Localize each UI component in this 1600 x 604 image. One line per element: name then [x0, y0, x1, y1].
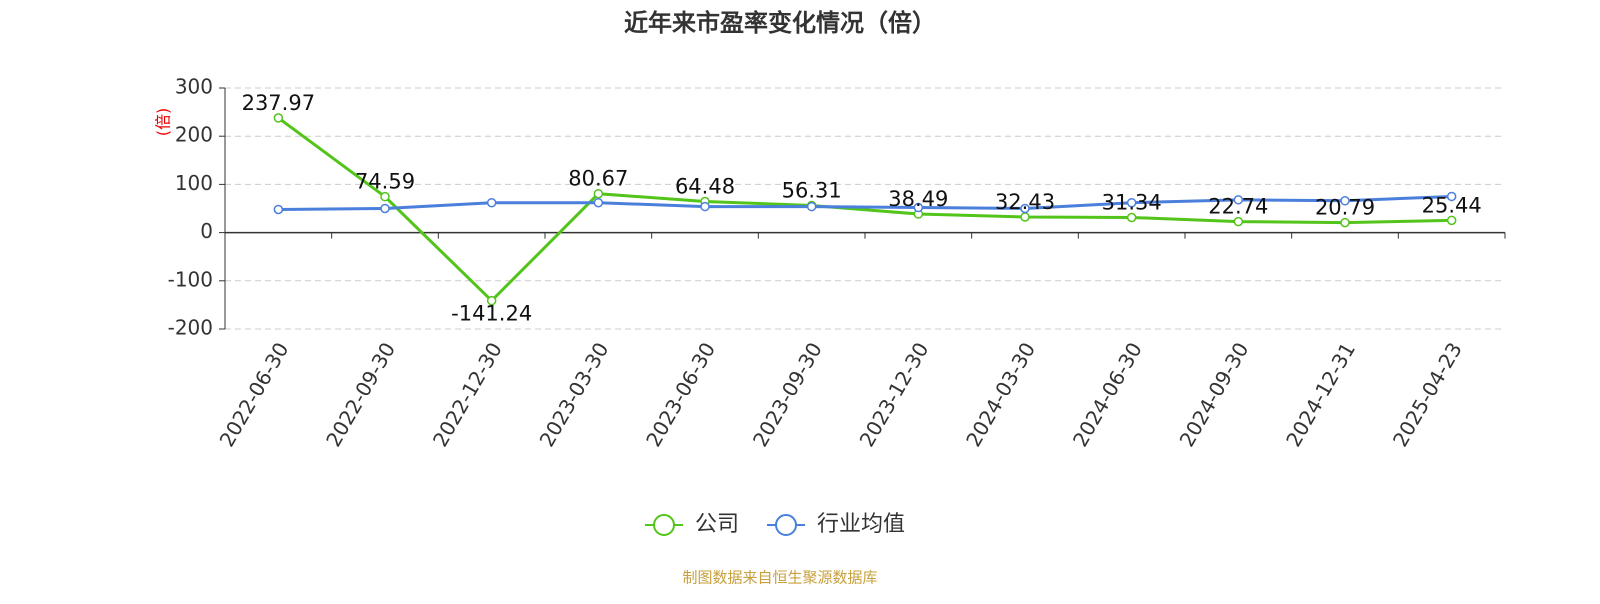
- x-tick-label: 2024-06-30: [1068, 338, 1147, 451]
- data-label: 80.67: [568, 167, 628, 191]
- data-point: [806, 201, 817, 212]
- x-tick-label: 2024-09-30: [1175, 338, 1254, 451]
- chart-title: 近年来市盈率变化情况（倍）: [624, 9, 936, 37]
- data-label: -141.24: [451, 302, 532, 326]
- data-label: 74.59: [355, 170, 415, 194]
- data-point: [1233, 216, 1244, 227]
- legend-marker: [775, 514, 798, 536]
- x-tick-label: 2023-09-30: [748, 338, 827, 451]
- y-tick-label: 300: [175, 75, 213, 99]
- data-point: [1446, 191, 1457, 202]
- x-tick-label: 2023-06-30: [641, 338, 720, 451]
- y-tick-label: -200: [168, 316, 213, 340]
- data-point: [1446, 215, 1457, 226]
- y-axis-label: (倍): [154, 108, 173, 137]
- legend-label[interactable]: 公司: [695, 512, 739, 537]
- x-tick-label: 2024-03-30: [961, 338, 1040, 451]
- data-point: [1020, 203, 1030, 214]
- data-point: [486, 197, 497, 208]
- data-point: [593, 197, 604, 208]
- data-label: 56.31: [782, 178, 842, 202]
- x-tick-label: 2022-09-30: [321, 338, 400, 451]
- data-point: [700, 201, 710, 212]
- source-note: 制图数据来自恒生聚源数据库: [682, 569, 877, 587]
- data-point: [1233, 195, 1244, 205]
- data-point: [1340, 217, 1350, 228]
- data-point: [380, 203, 390, 214]
- series-line: [277, 116, 1452, 303]
- data-label: 64.48: [675, 175, 735, 199]
- data-point: [1020, 212, 1030, 222]
- data-point: [913, 202, 924, 213]
- data-point: [486, 295, 497, 306]
- data-point: [273, 204, 284, 215]
- data-label: 31.34: [1102, 190, 1162, 214]
- y-tick-label: 200: [175, 123, 213, 147]
- y-tick-label: 100: [175, 171, 213, 195]
- x-tick-label: 2023-12-30: [855, 338, 934, 451]
- data-point: [593, 188, 604, 199]
- data-label: 25.44: [1422, 193, 1482, 217]
- x-tick-label: 2023-03-30: [535, 338, 614, 451]
- data-point: [1340, 196, 1350, 206]
- data-point: [380, 191, 390, 202]
- data-label: 38.49: [888, 187, 948, 211]
- x-tick-label: 2022-06-30: [215, 338, 294, 451]
- legend-label[interactable]: 行业均值: [817, 512, 905, 537]
- data-label: 20.79: [1315, 196, 1375, 220]
- x-tick-label: 2022-12-30: [428, 338, 507, 451]
- data-label: 237.97: [242, 91, 315, 115]
- data-label: 32.43: [995, 190, 1055, 214]
- legend-marker: [653, 514, 675, 536]
- series-line: [278, 194, 1452, 211]
- data-label: 22.74: [1208, 195, 1268, 219]
- data-point: [273, 113, 284, 123]
- y-tick-label: 0: [200, 219, 213, 243]
- data-point: [1126, 212, 1137, 223]
- x-tick-label: 2024-12-31: [1281, 338, 1360, 451]
- x-tick-label: 2025-04-23: [1388, 338, 1467, 451]
- data-point: [1126, 197, 1137, 208]
- y-tick-label: -100: [168, 267, 213, 291]
